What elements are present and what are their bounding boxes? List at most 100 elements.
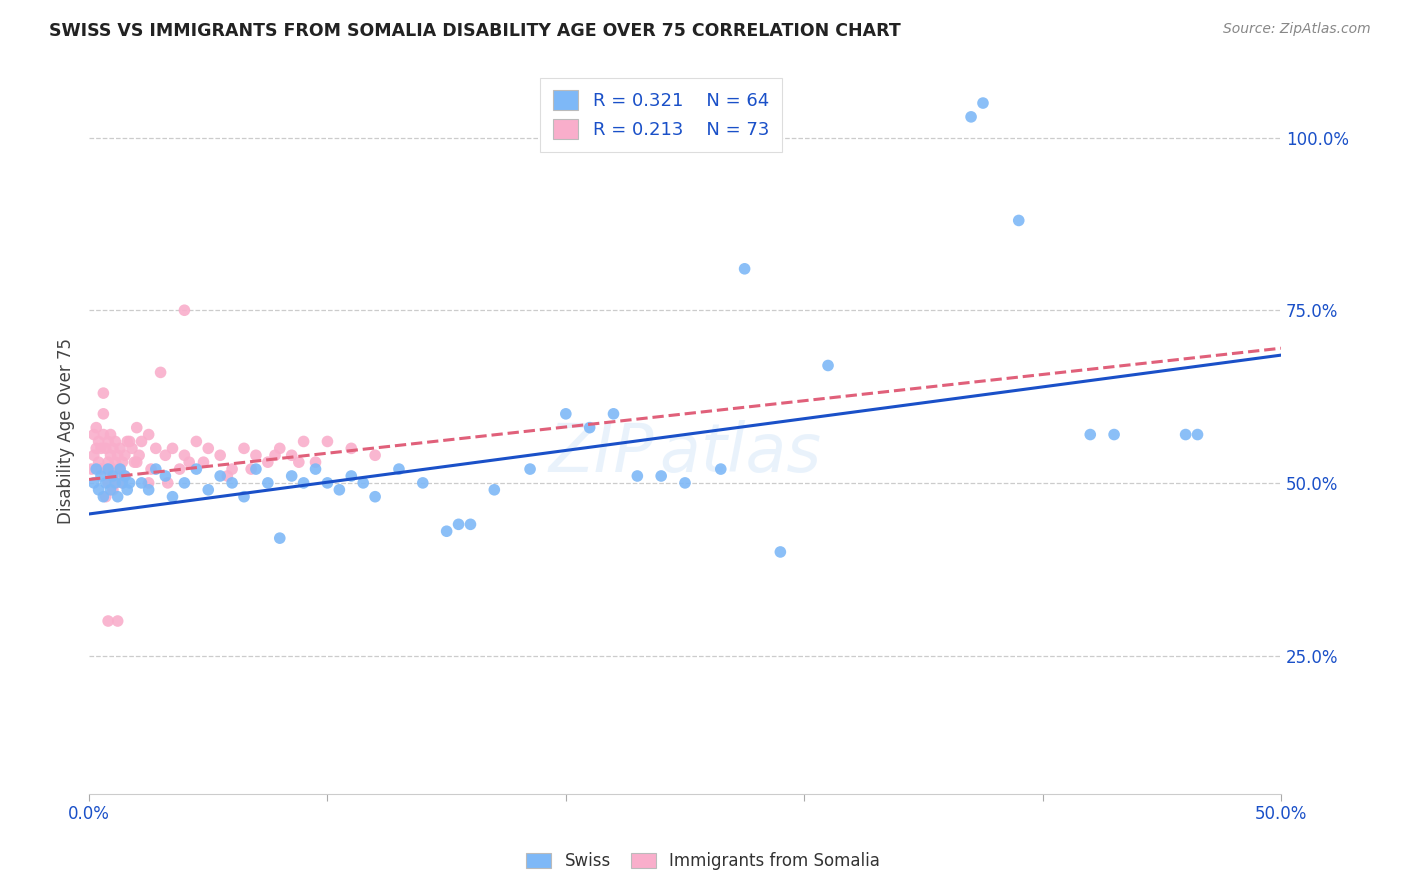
Point: [209, 469, 232, 483]
Point: [316, 434, 339, 449]
Point: [264, 448, 287, 462]
Point: [114, 469, 136, 483]
Point: [364, 490, 387, 504]
Point: [626, 469, 648, 483]
Point: [94, 442, 117, 456]
Point: [447, 517, 470, 532]
Point: [111, 475, 134, 490]
Point: [710, 462, 733, 476]
Point: [1008, 213, 1031, 227]
Point: [108, 442, 131, 456]
Point: [436, 524, 458, 539]
Point: [519, 462, 541, 476]
Point: [104, 475, 127, 490]
Point: [155, 469, 177, 483]
Point: [650, 469, 672, 483]
Point: [83, 427, 105, 442]
Point: [101, 469, 124, 483]
Point: [90, 469, 112, 483]
Point: [128, 448, 150, 462]
Point: [100, 427, 122, 442]
Point: [107, 448, 129, 462]
Point: [111, 475, 134, 490]
Point: [162, 490, 184, 504]
Point: [364, 448, 387, 462]
Point: [734, 261, 756, 276]
Point: [145, 442, 167, 456]
Point: [138, 483, 160, 497]
Point: [108, 462, 131, 476]
Point: [100, 448, 122, 462]
Point: [84, 420, 107, 434]
Point: [240, 462, 263, 476]
Point: [1174, 427, 1197, 442]
Point: [84, 442, 107, 456]
Point: [233, 442, 256, 456]
Text: Source: ZipAtlas.com: Source: ZipAtlas.com: [1223, 22, 1371, 37]
Point: [97, 475, 120, 490]
Point: [115, 434, 138, 449]
Point: [257, 475, 280, 490]
Point: [84, 462, 107, 476]
Point: [101, 442, 124, 456]
Point: [80, 462, 103, 476]
Point: [817, 359, 839, 373]
Point: [139, 462, 162, 476]
Point: [101, 462, 124, 476]
Point: [197, 483, 219, 497]
Point: [149, 365, 172, 379]
Point: [104, 475, 127, 490]
Point: [340, 469, 363, 483]
Point: [292, 434, 315, 449]
Point: [104, 455, 127, 469]
Point: [217, 469, 239, 483]
Point: [388, 462, 411, 476]
Point: [125, 455, 148, 469]
Point: [162, 442, 184, 456]
Point: [221, 462, 243, 476]
Point: [1187, 427, 1209, 442]
Point: [124, 455, 146, 469]
Point: [179, 455, 201, 469]
Point: [173, 475, 195, 490]
Point: [115, 483, 138, 497]
Point: [269, 531, 291, 545]
Point: [340, 442, 363, 456]
Point: [197, 442, 219, 456]
Point: [1078, 427, 1101, 442]
Point: [111, 455, 134, 469]
Point: [186, 434, 208, 449]
Point: [1102, 427, 1125, 442]
Point: [104, 434, 127, 449]
Point: [245, 462, 267, 476]
Point: [93, 386, 115, 401]
Point: [280, 469, 302, 483]
Point: [94, 475, 117, 490]
Point: [107, 469, 129, 483]
Point: [292, 475, 315, 490]
Point: [94, 462, 117, 476]
Point: [93, 407, 115, 421]
Point: [97, 462, 120, 476]
Point: [173, 448, 195, 462]
Point: [269, 442, 291, 456]
Point: [280, 448, 302, 462]
Point: [769, 545, 792, 559]
Point: [107, 490, 129, 504]
Point: [138, 427, 160, 442]
Point: [125, 420, 148, 434]
Point: [554, 407, 576, 421]
Point: [602, 407, 624, 421]
Y-axis label: Disability Age Over 75: Disability Age Over 75: [58, 338, 75, 524]
Point: [97, 455, 120, 469]
Point: [131, 434, 153, 449]
Point: [90, 462, 112, 476]
Point: [138, 475, 160, 490]
Point: [578, 420, 600, 434]
Text: SWISS VS IMMIGRANTS FROM SOMALIA DISABILITY AGE OVER 75 CORRELATION CHART: SWISS VS IMMIGRANTS FROM SOMALIA DISABIL…: [49, 22, 901, 40]
Point: [87, 434, 110, 449]
Point: [460, 517, 482, 532]
Point: [108, 462, 131, 476]
Point: [173, 303, 195, 318]
Point: [972, 96, 994, 111]
